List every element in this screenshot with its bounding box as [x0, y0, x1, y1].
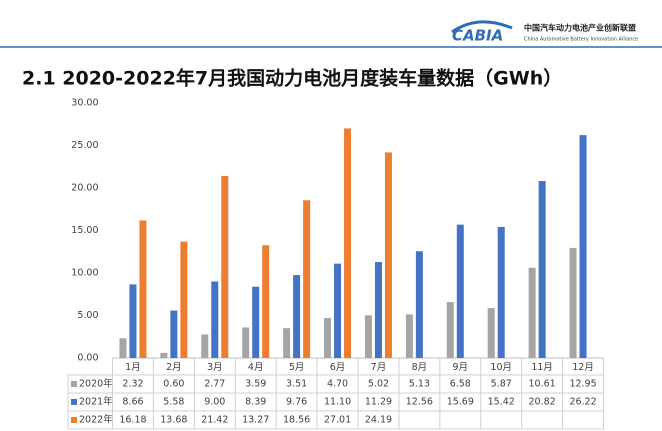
y-tick-label: 5.00	[77, 310, 98, 321]
org-en: China Automotive Battery Innovation Alli…	[524, 37, 638, 43]
bar	[334, 263, 342, 358]
table-value: 13.68	[160, 415, 187, 426]
bar	[487, 308, 495, 358]
bar	[283, 328, 291, 358]
table-value: 5.87	[491, 379, 512, 390]
bar	[456, 224, 464, 358]
table-value: 13.27	[242, 415, 269, 426]
bar	[497, 226, 505, 358]
org-cn: 中国汽车动力电池产业创新联盟	[524, 23, 636, 33]
table-value: 0.60	[163, 379, 184, 390]
x-tick-label: 9月	[453, 362, 469, 373]
table-value: 9.76	[286, 397, 307, 408]
x-tick-label: 2月	[166, 362, 182, 373]
table-value: 12.95	[569, 379, 596, 390]
bar	[211, 281, 219, 358]
bar	[324, 318, 332, 358]
table-value: 9.00	[204, 397, 225, 408]
x-tick-label: 7月	[371, 362, 387, 373]
x-tick-label: 10月	[490, 362, 512, 373]
chart-title: 2.1 2020-2022年7月我国动力电池月度装车量数据（GWh）	[22, 67, 562, 90]
bar	[303, 200, 311, 358]
table-value: 27.01	[324, 415, 351, 426]
bar	[384, 152, 392, 358]
bar	[374, 262, 382, 358]
bar	[252, 286, 260, 358]
bar	[180, 241, 188, 358]
logo-arc	[451, 20, 513, 34]
table-value: 5.13	[409, 379, 430, 390]
table-value: 24.19	[365, 415, 392, 426]
table-value: 8.66	[122, 397, 143, 408]
bar	[129, 284, 137, 358]
table-value: 2.77	[204, 379, 225, 390]
y-tick-label: 30.00	[71, 98, 98, 109]
legend-swatch	[71, 381, 77, 387]
table-value: 8.39	[245, 397, 266, 408]
x-tick-label: 8月	[412, 362, 428, 373]
table-value: 10.61	[529, 379, 556, 390]
table-value: 21.42	[201, 415, 228, 426]
bar	[538, 181, 546, 358]
table-value: 18.56	[283, 415, 310, 426]
bar	[201, 334, 209, 358]
x-tick-label: 6月	[330, 362, 346, 373]
bar	[242, 327, 250, 358]
table-value: 5.58	[163, 397, 184, 408]
bar	[293, 275, 301, 358]
bar	[170, 310, 178, 358]
table-value: 3.51	[286, 379, 307, 390]
legend-label: 2020年	[79, 378, 113, 390]
x-tick-label: 3月	[207, 362, 223, 373]
bar	[139, 220, 147, 358]
bar	[446, 302, 454, 358]
bar	[415, 251, 423, 358]
table-value: 6.58	[450, 379, 471, 390]
y-tick-label: 10.00	[71, 268, 98, 279]
bar	[262, 245, 270, 358]
y-tick-label: 25.00	[71, 140, 98, 151]
logo-text: CABIA	[452, 27, 503, 45]
bar	[119, 338, 127, 358]
table-value: 26.22	[569, 397, 596, 408]
legend-swatch	[71, 399, 77, 405]
table-value: 11.29	[365, 397, 392, 408]
table-value: 15.69	[447, 397, 474, 408]
legend-label: 2021年	[79, 396, 113, 408]
table-value: 15.42	[488, 397, 515, 408]
table-value: 20.82	[529, 397, 556, 408]
table-value: 11.10	[324, 397, 351, 408]
x-tick-label: 12月	[572, 362, 594, 373]
x-tick-label: 1月	[125, 362, 141, 373]
table-value: 16.18	[119, 415, 146, 426]
y-tick-label: 20.00	[71, 183, 98, 194]
table-value: 3.59	[245, 379, 266, 390]
table-value: 12.56	[406, 397, 433, 408]
legend-label: 2022年	[79, 414, 113, 426]
bar	[579, 135, 587, 358]
table-value: 4.70	[327, 379, 348, 390]
bar	[528, 267, 536, 358]
bar	[344, 128, 352, 358]
y-tick-label: 15.00	[71, 225, 98, 236]
legend-swatch	[71, 417, 77, 423]
bar	[405, 314, 413, 358]
table-value: 5.02	[368, 379, 389, 390]
bar	[160, 352, 168, 358]
x-tick-label: 4月	[248, 362, 264, 373]
bar	[364, 315, 372, 358]
y-tick-label: 0.00	[77, 353, 98, 364]
bar	[221, 175, 229, 358]
table-value: 2.32	[122, 379, 143, 390]
x-tick-label: 5月	[289, 362, 305, 373]
x-tick-label: 11月	[531, 362, 553, 373]
bar	[569, 247, 577, 358]
